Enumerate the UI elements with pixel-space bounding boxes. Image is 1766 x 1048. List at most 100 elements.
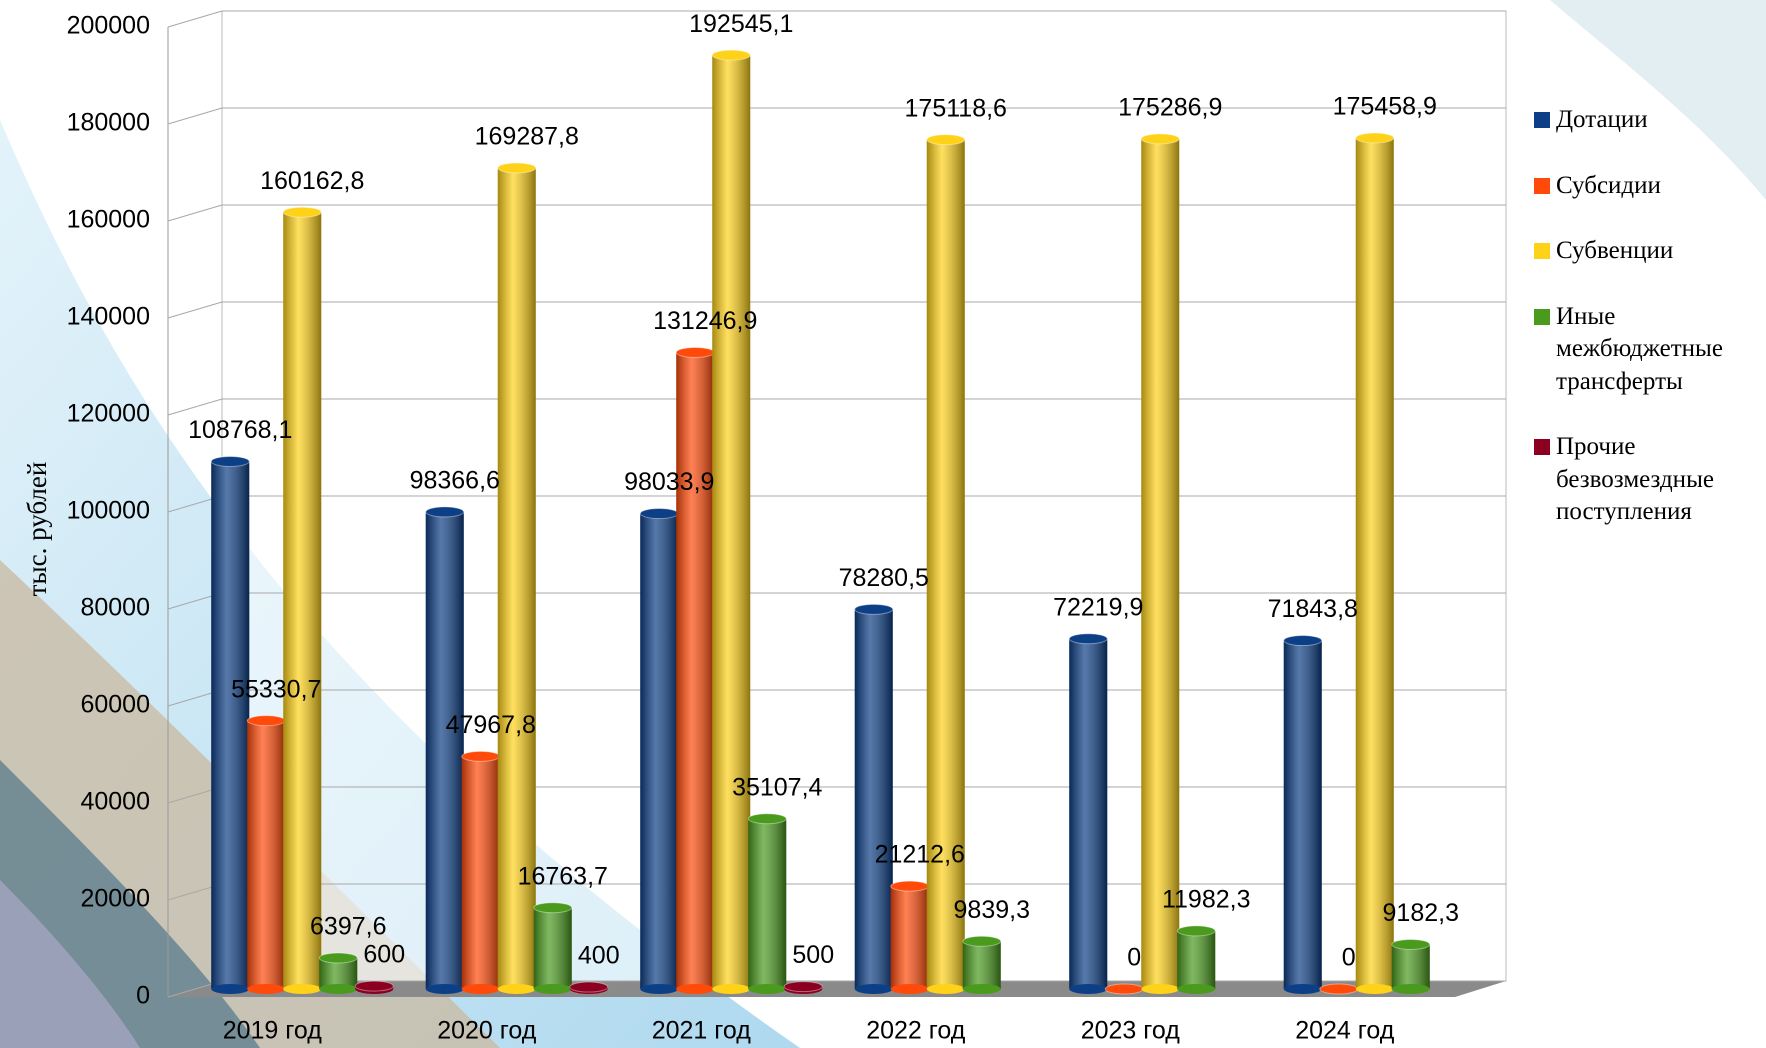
y-axis-label: тыс. рублей: [22, 462, 52, 597]
legend: Дотации Субсидии Субвенции Иные межбюджетны…: [1534, 104, 1762, 562]
bar-shade: [1177, 930, 1216, 989]
y-tick-label: 140000: [67, 303, 150, 331]
legend-swatch: [1534, 308, 1550, 325]
bar-base: [533, 984, 572, 994]
bar-shade: [890, 886, 929, 989]
bar-cap: [1319, 983, 1359, 995]
bar-shade: [1391, 944, 1430, 989]
bar-shade: [1355, 138, 1394, 989]
bar: [1355, 132, 1395, 994]
value-label: 98366,6: [410, 467, 500, 495]
bar-shade: [283, 212, 322, 989]
bar: [890, 880, 930, 994]
bar: [747, 813, 787, 994]
value-label: 175458,9: [1333, 93, 1437, 121]
bar-base: [676, 984, 715, 994]
bar-cap: [1391, 938, 1431, 950]
y-tick-label: 100000: [67, 497, 150, 525]
x-tick-label: 2020 год: [437, 1017, 536, 1045]
bar: [318, 952, 358, 994]
bar-base: [712, 984, 751, 994]
bar-shade: [748, 818, 787, 989]
legend-label: Дотации: [1556, 106, 1648, 133]
value-label: 9182,3: [1383, 899, 1459, 927]
value-label: 175286,9: [1118, 93, 1222, 121]
bar: [354, 980, 394, 994]
bar-shade: [247, 720, 286, 989]
bar-shade: [854, 609, 893, 989]
value-label: 47967,8: [446, 711, 536, 739]
bar-base: [1069, 984, 1108, 994]
bar: [675, 346, 715, 994]
y-tick-label: 120000: [67, 400, 150, 428]
bar: [425, 506, 465, 994]
bar-base: [1391, 984, 1430, 994]
x-tick-label: 2019 год: [223, 1017, 322, 1045]
bar: [533, 902, 573, 994]
bar-base: [425, 984, 464, 994]
bar: [639, 508, 679, 994]
value-label: 72219,9: [1053, 593, 1143, 621]
bar-base: [461, 984, 500, 994]
bar-shade: [962, 941, 1001, 989]
bar-cap: [461, 750, 501, 762]
legend-item: Дотации: [1534, 104, 1762, 137]
y-tick-label: 80000: [80, 594, 150, 622]
bar-base: [926, 984, 965, 994]
bar: [569, 981, 609, 994]
legend-item: Субсидии: [1534, 170, 1762, 203]
bar-shade: [1069, 638, 1108, 989]
bar: [926, 134, 966, 994]
bar-base: [748, 984, 787, 994]
y-tick-label: 20000: [80, 885, 150, 913]
legend-swatch: [1534, 243, 1550, 259]
bar-base: [962, 984, 1001, 994]
bar-cap: [639, 508, 679, 520]
bar-shade: [497, 167, 536, 989]
bar-shade: [211, 461, 250, 989]
bar: [783, 981, 823, 994]
bar-shade: [1141, 138, 1180, 990]
bar: [1283, 635, 1323, 994]
bar-shade: [926, 139, 965, 989]
legend-item: Субвенции: [1534, 235, 1762, 268]
bar-shade: [533, 907, 572, 989]
grid-line-side: [167, 10, 223, 28]
legend-label: Субсидии: [1556, 171, 1661, 199]
value-label: 98033,9: [624, 468, 714, 496]
bar: [1104, 983, 1144, 995]
value-label: 192545,1: [689, 10, 793, 38]
bar: [1391, 938, 1431, 994]
grid-line-side: [167, 204, 223, 222]
bar-cap: [1068, 633, 1108, 645]
bar-shade: [640, 513, 679, 989]
grid-line-side: [167, 107, 223, 125]
bar: [246, 715, 286, 994]
bar-cap: [854, 603, 894, 615]
legend-label: Прочие безвозмездные поступления: [1556, 433, 1714, 525]
value-label: 21212,6: [875, 841, 965, 869]
bar-cap: [497, 162, 537, 174]
bar: [1068, 633, 1108, 994]
value-label: 9839,3: [954, 896, 1030, 924]
bar-shade: [425, 511, 464, 989]
bar-base: [890, 984, 929, 994]
bar: [210, 455, 250, 994]
bar-cap: [1140, 133, 1180, 145]
bar: [461, 750, 501, 994]
value-label: 0: [1127, 944, 1141, 972]
legend-label: Субвенции: [1556, 237, 1674, 264]
bar-base: [640, 984, 679, 994]
value-label: 0: [1342, 944, 1356, 972]
bar-base: [1283, 984, 1322, 994]
value-label: 71843,8: [1268, 595, 1358, 623]
bar-cap: [1104, 983, 1144, 995]
y-tick-label: 200000: [67, 12, 150, 40]
bar-cap: [354, 980, 394, 992]
bar-base: [854, 984, 893, 994]
bar-cap: [1283, 635, 1323, 647]
bar-cap: [783, 981, 823, 993]
bar-cap: [282, 206, 322, 218]
